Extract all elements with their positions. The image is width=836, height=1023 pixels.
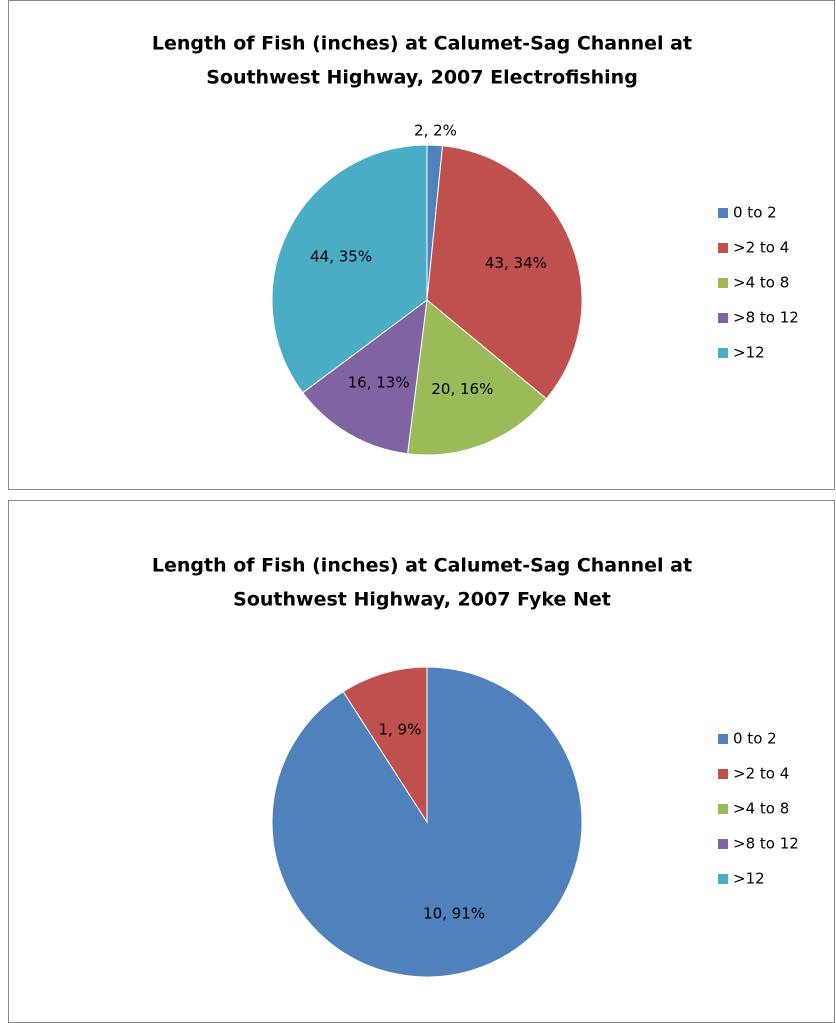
data-label: 2, 2%	[414, 122, 457, 140]
data-label: 1, 9%	[378, 720, 421, 738]
pie-slice	[302, 298, 428, 455]
chart-title: Southwest Highway, 2007 Fyke Net	[233, 589, 611, 611]
legend-swatch	[718, 348, 728, 358]
legend-label: >2 to 4	[733, 239, 789, 257]
legend-swatch	[718, 734, 728, 744]
legend-swatch	[718, 278, 728, 288]
pie-slice	[271, 144, 428, 394]
chart-title: Length of Fish (inches) at Calumet-Sag C…	[152, 33, 692, 55]
legend-swatch	[718, 243, 728, 253]
legend-swatch	[718, 769, 728, 779]
chart-title: Southwest Highway, 2007 Electrofishing	[206, 67, 638, 89]
legend-label: >4 to 8	[733, 274, 789, 292]
legend-label: >8 to 12	[733, 835, 799, 853]
legend-label: >4 to 8	[733, 800, 789, 818]
chart-title: Length of Fish (inches) at Calumet-Sag C…	[152, 555, 692, 577]
legend-label: 0 to 2	[733, 730, 777, 748]
legend-label: 0 to 2	[733, 204, 777, 222]
pie-slice	[407, 299, 548, 456]
data-label: 16, 13%	[348, 374, 410, 392]
data-label: 43, 34%	[485, 254, 547, 272]
legend-label: >12	[733, 344, 765, 362]
legend-swatch	[718, 839, 728, 849]
legend-swatch	[718, 874, 728, 884]
legend-swatch	[718, 208, 728, 218]
data-label: 10, 91%	[423, 905, 485, 923]
legend-label: >8 to 12	[733, 309, 799, 327]
legend-label: >2 to 4	[733, 765, 789, 783]
legend-swatch	[718, 313, 728, 323]
legend-label: >12	[733, 870, 765, 888]
pie-slice	[342, 666, 428, 824]
pie-slice	[426, 145, 583, 400]
data-label: 20, 16%	[431, 380, 493, 398]
data-label: 44, 35%	[310, 247, 372, 265]
legend-swatch	[718, 804, 728, 814]
